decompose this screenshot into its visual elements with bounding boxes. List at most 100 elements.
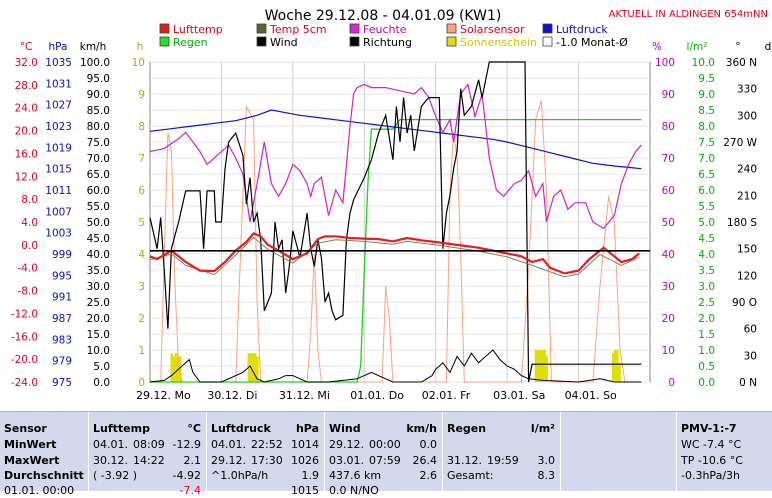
axis-0-tick-12: -16.0	[11, 331, 38, 343]
axis-2-tick-7: 65.0	[87, 169, 110, 181]
series-lufttemp	[149, 232, 640, 275]
axis-4-tick-0: 100	[655, 57, 675, 69]
axis-6-tick-6: 180 S	[727, 217, 757, 229]
sunshine-bar-15	[545, 356, 548, 382]
axis-2-tick-10: 50.0	[87, 217, 110, 229]
axis-0-tick-10: -8.0	[18, 286, 39, 298]
regen-max-time: 19:59	[487, 454, 519, 467]
axis-2-tick-3: 85.0	[87, 105, 110, 117]
axis-1-tick-12: 987	[52, 313, 72, 325]
regen-header: Regen	[447, 422, 487, 435]
axis-6-tick-10: 60	[744, 324, 757, 336]
luftdruck-max-time: 17:30	[251, 454, 283, 467]
axis-2-tick-4: 80.0	[87, 121, 110, 133]
axis-3-tick-7: 3	[138, 281, 145, 293]
wind-min-date: 29.12.	[329, 438, 364, 451]
axis-1-tick-14: 979	[52, 356, 72, 368]
wind-unit: km/h	[406, 422, 437, 435]
regen-total-value: 8.3	[537, 469, 556, 482]
luftdruck-column: Luftdruck hPa 04.01. 22:52 1014 29.12. 17:30…	[207, 412, 323, 497]
stats-table: Sensor MinWert MaxWert Durchschnitt 01.0…	[0, 411, 772, 497]
axis-2-tick-11: 45.0	[87, 233, 110, 245]
axis-6-tick-5: 210	[737, 190, 757, 202]
axis-5-tick-1: 9.5	[698, 73, 715, 85]
axis-4-tick-9: 10	[662, 345, 675, 357]
lufttemp-max-date: 30.12.	[93, 454, 128, 467]
axis-2-tick-8: 60.0	[87, 185, 110, 197]
luftdruck-trend: ^1.0hPa/h	[211, 469, 269, 482]
lufttemp-avg-note: ( -3.92 )	[93, 469, 138, 482]
sunshine-bar-4	[179, 356, 182, 382]
legend-label-4: Luftdruck	[556, 23, 608, 36]
row-label-min: MinWert	[4, 438, 57, 451]
sunshine-bar-0	[170, 353, 173, 382]
axis-2-tick-12: 40.0	[87, 249, 110, 261]
axis-5-tick-10: 5.0	[698, 217, 715, 229]
legend-swatch-2	[349, 23, 360, 34]
sunshine-bar-17	[614, 350, 617, 382]
x-label-6: 04.01. So	[565, 389, 617, 402]
axis-0-tick-8: 0.0	[21, 240, 38, 252]
axis-2-tick-5: 75.0	[87, 137, 110, 149]
status-label: AKTUELL IN ALDINGEN 654mNN	[609, 9, 768, 20]
sensor-column: Sensor MinWert MaxWert Durchschnitt 01.0…	[0, 412, 88, 497]
axis-unit-4: %	[652, 41, 662, 53]
axis-6-tick-3: 270 W	[723, 137, 757, 149]
axis-5-tick-3: 8.5	[698, 105, 715, 117]
axis-2-tick-19: 5.0	[93, 361, 110, 373]
axis-0-tick-5: 12.0	[15, 171, 38, 183]
axis-4-tick-10: 0	[668, 377, 675, 389]
luftdruck-min-date: 04.01.	[211, 438, 246, 451]
axis-5-tick-12: 4.0	[698, 249, 715, 261]
axis-5-tick-19: 0.5	[698, 361, 715, 373]
axis-4-tick-7: 30	[662, 281, 675, 293]
series-wind	[149, 349, 642, 383]
axis-5-tick-8: 6.0	[698, 185, 715, 197]
axis-4-tick-2: 80	[662, 121, 675, 133]
regen-max-date: 31.12.	[447, 454, 482, 467]
axis-2-tick-13: 35.0	[87, 265, 110, 277]
pmv-pressure-trend: -0.3hPa/3h	[681, 469, 740, 482]
lufttemp-unit: °C	[187, 422, 201, 435]
axis-5-tick-7: 6.5	[698, 169, 715, 181]
axis-unit-0: °C	[20, 41, 33, 53]
axis-5-tick-16: 2.0	[698, 313, 715, 325]
axis-0-tick-6: 8.0	[21, 194, 38, 206]
legend-label-6: Wind	[270, 36, 298, 49]
axis-5-tick-13: 3.5	[698, 265, 715, 277]
axis-0-tick-1: 28.0	[15, 80, 38, 92]
legend-label-3: Solarsensor	[460, 23, 525, 36]
axis-0-tick-9: -4.0	[18, 263, 39, 275]
axis-1-tick-1: 1031	[45, 78, 72, 90]
axis-3-tick-2: 8	[138, 121, 145, 133]
axis-4-tick-8: 20	[662, 313, 675, 325]
x-label-1: 30.12. Di	[207, 389, 257, 402]
axis-2-tick-1: 95.0	[87, 73, 110, 85]
axis-2-tick-18: 10.0	[87, 345, 110, 357]
lufttemp-min-time: 08:09	[133, 438, 165, 451]
legend-label-2: Feuchte	[363, 23, 407, 36]
luftdruck-max-date: 29.12.	[211, 454, 246, 467]
regen-max-value: 3.0	[537, 454, 556, 467]
x-label-0: 29.12. Mo	[136, 389, 191, 402]
sunshine-bar-2	[174, 353, 178, 382]
axis-5-tick-18: 1.0	[698, 345, 715, 357]
wind-column: Wind km/h 29.12. 00:00 0.0 03.01. 07:59 26.4 …	[325, 412, 441, 497]
axis-unit-5: l/m²	[687, 41, 708, 53]
regen-total-label: Gesamt:	[447, 469, 494, 482]
sunshine-bar-7	[251, 353, 255, 382]
sunshine-bar-18	[616, 350, 619, 382]
axis-5-tick-17: 1.5	[698, 329, 715, 341]
axis-4-tick-4: 60	[662, 185, 675, 197]
pmv-header: PMV-1:-7	[681, 422, 737, 435]
luftdruck-unit: hPa	[295, 422, 319, 435]
sunshine-bar-19	[618, 362, 621, 382]
axis-5-tick-5: 7.5	[698, 137, 715, 149]
chart-title: Woche 29.12.08 - 04.01.09 (KW1)	[265, 8, 502, 24]
axis-0-tick-11: -12.0	[11, 308, 38, 320]
sunshine-bar-8	[254, 353, 257, 382]
axis-2-tick-9: 55.0	[87, 201, 110, 213]
axis-1-tick-3: 1023	[45, 121, 72, 133]
axis-4-tick-1: 90	[662, 89, 675, 101]
axis-3-tick-6: 4	[138, 249, 145, 261]
